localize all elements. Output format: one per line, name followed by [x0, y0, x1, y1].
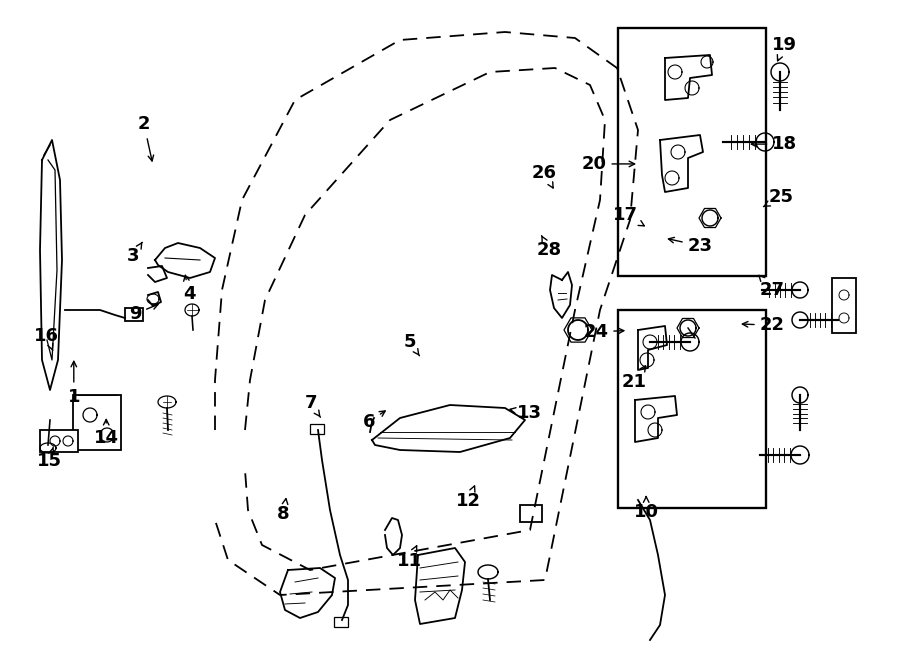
Text: 4: 4: [183, 275, 195, 303]
Bar: [310, 424, 324, 434]
Text: 25: 25: [763, 188, 794, 207]
Text: 15: 15: [37, 447, 62, 471]
Text: 5: 5: [403, 332, 419, 356]
Text: 22: 22: [742, 316, 785, 334]
Bar: [630, 494, 644, 504]
Text: 6: 6: [363, 411, 385, 431]
Text: 10: 10: [634, 496, 659, 522]
Bar: [520, 505, 542, 522]
Text: 16: 16: [34, 327, 59, 350]
Text: 12: 12: [455, 486, 481, 510]
Text: 9: 9: [129, 304, 158, 323]
Text: 11: 11: [397, 546, 422, 570]
Text: 28: 28: [536, 235, 562, 259]
Text: 24: 24: [583, 323, 624, 341]
Text: 14: 14: [94, 420, 119, 447]
Bar: [618, 310, 766, 508]
Bar: [73, 395, 121, 450]
Bar: [334, 617, 348, 627]
Bar: [125, 308, 143, 321]
Text: 3: 3: [127, 242, 142, 266]
Bar: [832, 278, 856, 333]
Bar: [618, 28, 766, 276]
Text: 13: 13: [510, 404, 542, 422]
Text: 8: 8: [277, 498, 290, 524]
Text: 7: 7: [304, 394, 320, 417]
Text: 2: 2: [138, 115, 154, 161]
Text: 26: 26: [532, 164, 557, 188]
Text: 27: 27: [759, 275, 785, 299]
Text: 18: 18: [752, 135, 797, 153]
Text: 19: 19: [772, 36, 797, 61]
Text: 20: 20: [581, 155, 634, 173]
Text: 17: 17: [613, 206, 644, 226]
Bar: [40, 430, 78, 452]
Text: 1: 1: [68, 362, 80, 406]
Text: 23: 23: [669, 237, 713, 255]
Text: 21: 21: [622, 366, 647, 391]
